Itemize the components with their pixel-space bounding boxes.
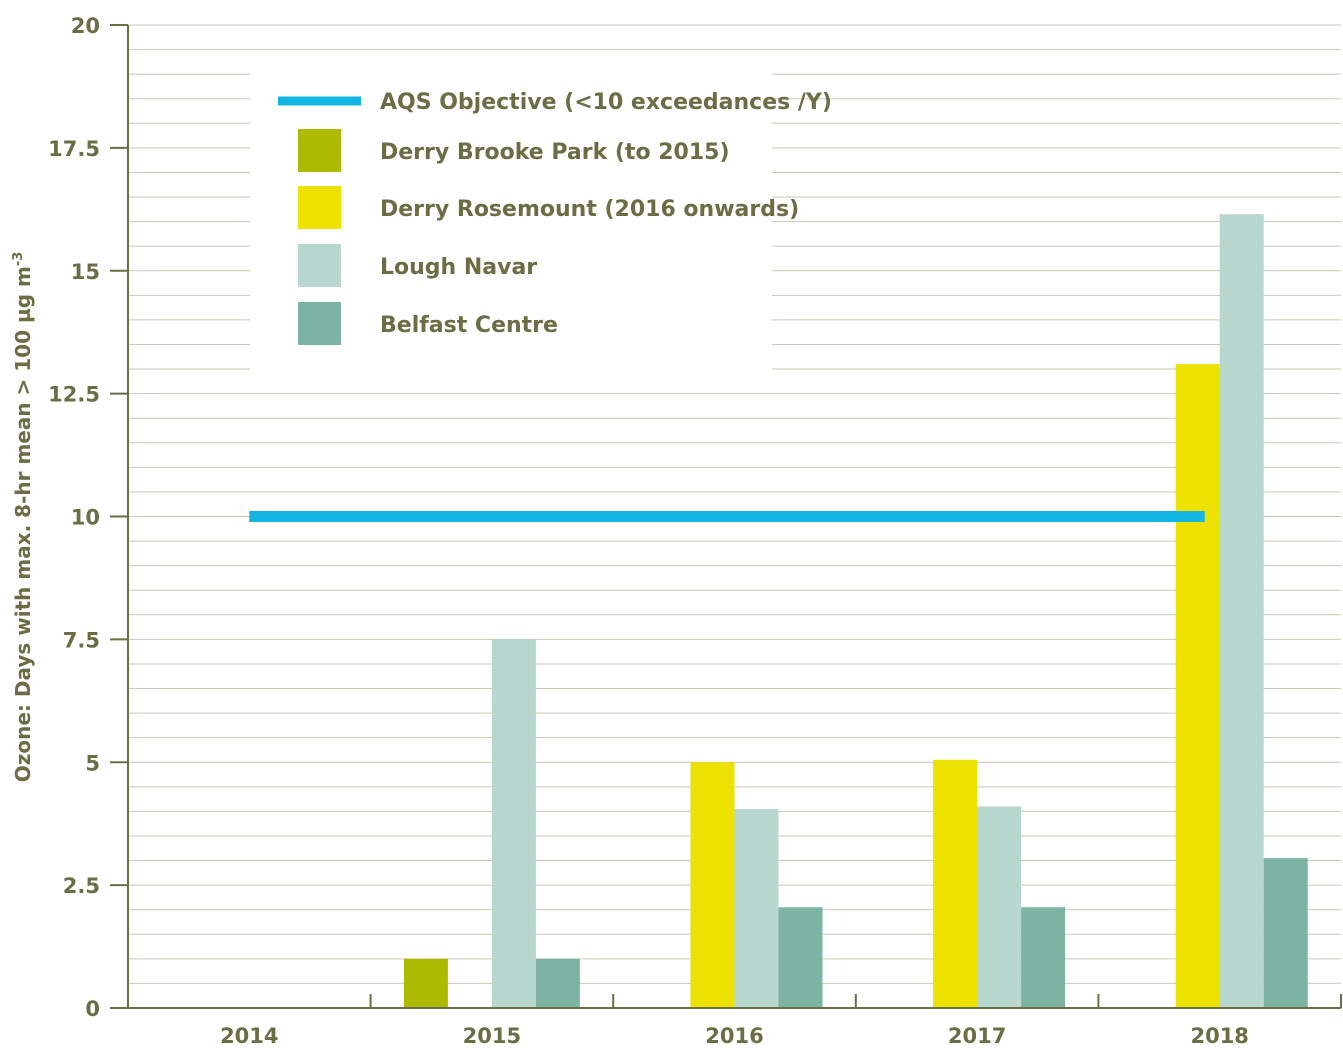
y-tick-label: 5 — [85, 751, 100, 775]
legend-swatch — [298, 244, 341, 287]
bar — [778, 907, 823, 1008]
axes — [110, 24, 1342, 1009]
legend-swatch — [298, 186, 341, 229]
legend-label: Derry Rosemount (2016 onwards) — [380, 197, 799, 222]
bar — [1263, 858, 1308, 1008]
legend-label: Derry Brooke Park (to 2015) — [380, 140, 730, 165]
y-tick-label: 10 — [71, 506, 100, 530]
legend-label: Belfast Centre — [380, 313, 558, 338]
y-tick-label: 17.5 — [48, 137, 100, 161]
y-axis-label: Ozone: Days with max. 8-hr mean > 100 µg… — [11, 252, 35, 783]
legend-swatch — [298, 302, 341, 345]
y-tick-label: 0 — [85, 997, 100, 1021]
bar — [690, 762, 735, 1008]
x-tick-label: 2014 — [220, 1024, 278, 1048]
x-tick-label: 2015 — [463, 1024, 521, 1048]
y-tick-label: 7.5 — [63, 628, 100, 652]
bar — [1219, 214, 1264, 1009]
y-tick-labels: 0 2.5 5 7.5 10 12.5 15 17.5 20 — [48, 14, 100, 1021]
y-axis-label-text: Ozone: Days with max. 8-hr mean > 100 µg… — [11, 266, 35, 782]
x-tick-labels: 2014 2015 2016 2017 2018 — [220, 1024, 1249, 1048]
y-tick-label: 12.5 — [48, 383, 100, 407]
legend-label: Lough Navar — [380, 255, 537, 280]
bar — [933, 759, 978, 1008]
x-tick-label: 2016 — [705, 1024, 763, 1048]
y-axis-label-superscript: -3 — [11, 252, 26, 266]
bar — [403, 958, 448, 1008]
legend-swatch — [298, 129, 341, 172]
bar — [491, 639, 536, 1008]
x-tick-label: 2017 — [948, 1024, 1006, 1048]
legend: AQS Objective (<10 exceedances /Y) Derry … — [250, 70, 832, 370]
y-tick-label: 20 — [71, 14, 100, 38]
legend-objective-label: AQS Objective (<10 exceedances /Y) — [380, 90, 832, 115]
bar — [1021, 907, 1066, 1008]
bar — [734, 808, 779, 1008]
bars — [403, 214, 1308, 1009]
y-tick-label: 2.5 — [63, 874, 100, 898]
y-tick-label: 15 — [71, 260, 100, 284]
x-tick-label: 2018 — [1190, 1024, 1248, 1048]
bar — [535, 958, 580, 1008]
gridlines — [128, 24, 1341, 984]
bar — [977, 806, 1022, 1008]
bar — [1175, 364, 1220, 1008]
